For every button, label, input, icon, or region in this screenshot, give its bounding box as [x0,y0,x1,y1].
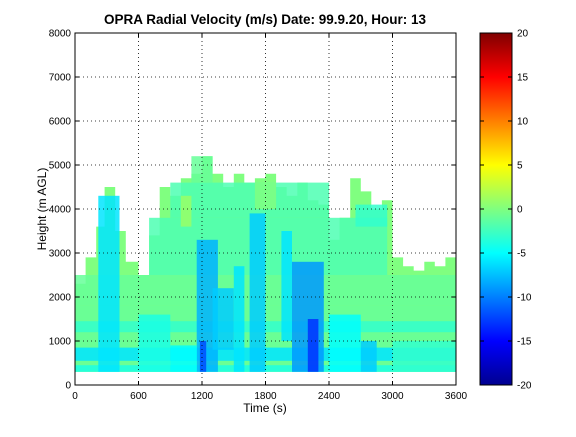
y-tick-label-1: 1000 [49,337,72,348]
x-tick-label-2: 1200 [191,391,214,402]
colorbar [479,32,513,386]
colorbar-tick-label-1: -15 [517,337,532,348]
x-tick-label-5: 3000 [381,391,404,402]
y-tick-label-6: 6000 [49,117,72,128]
y-tick-label-5: 5000 [49,161,72,172]
x-axis-label: Time (s) [243,401,287,415]
velocity-cell-23 [180,195,192,227]
velocity-cell-17 [233,266,245,372]
y-tick-label-7: 7000 [49,73,72,84]
x-tick-label-0: 0 [72,391,78,402]
velocity-cell-19 [360,341,377,372]
velocity-cell-11 [199,341,207,372]
velocity-cell-8 [355,204,388,227]
colorbar-tick-label-2: -10 [517,293,532,304]
y-tick-label-4: 4000 [49,205,72,216]
y-tick-label-3: 3000 [49,249,72,260]
y-axis-label: Height (m AGL) [35,168,49,251]
colorbar-tick-label-5: 5 [517,161,523,172]
velocity-cell-13 [249,213,266,372]
y-tick-label-2: 2000 [49,293,72,304]
velocity-cell-24 [254,182,277,209]
velocity-cell-21 [170,345,197,372]
velocity-cell-18 [329,314,361,372]
velocity-cell-20 [138,314,171,372]
velocity-cell-5 [149,217,388,275]
colorbar-tick-label-7: 15 [517,73,529,84]
colorbar-tick-label-6: 10 [517,117,529,128]
y-tick-label-0: 0 [65,381,71,392]
velocity-cell-15 [307,319,319,372]
velocity-cell-16 [281,231,292,341]
x-tick-label-4: 2400 [318,391,341,402]
colorbar-tick-label-0: -20 [517,381,532,392]
chart-title: OPRA Radial Velocity (m/s) Date: 99.9.20… [104,12,427,27]
velocity-cell-22 [392,341,456,372]
x-tick-label-1: 600 [130,391,147,402]
colorbar-tick-label-3: -5 [517,249,526,260]
velocity-cell-6 [170,182,330,218]
x-tick-label-6: 3600 [445,391,468,402]
velocity-cell-9 [98,195,120,372]
velocity-cell-10 [196,239,218,372]
y-tick-label-8: 8000 [49,29,72,40]
colorbar-tick-label-4: 0 [517,205,523,216]
velocity-cell-12 [212,288,234,350]
colorbar-tick-label-8: 20 [517,29,529,40]
x-tick-label-3: 1800 [254,391,277,402]
